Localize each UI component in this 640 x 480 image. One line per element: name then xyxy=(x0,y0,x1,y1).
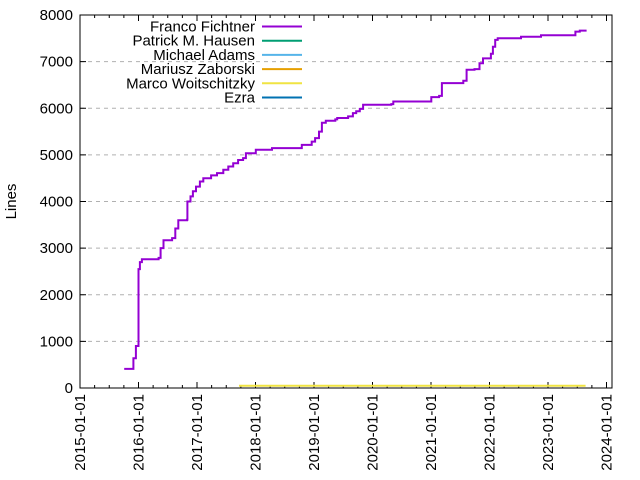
legend-label: Ezra xyxy=(224,90,256,107)
x-tick-label: 2020-01-01 xyxy=(365,394,382,471)
y-tick-label: 6000 xyxy=(40,100,73,117)
y-tick-label: 4000 xyxy=(40,194,73,211)
y-tick-label: 8000 xyxy=(40,7,73,24)
x-tick-label: 2015-01-01 xyxy=(72,394,89,471)
x-tick-label: 2023-01-01 xyxy=(540,394,557,471)
legend-label: Michael Adams xyxy=(153,47,255,64)
y-axis-label: Lines xyxy=(3,184,20,220)
legend-label: Mariusz Zaborski xyxy=(141,61,255,78)
legend-label: Patrick M. Hausen xyxy=(132,33,255,50)
x-tick-label: 2021-01-01 xyxy=(423,394,440,471)
x-tick-label: 2016-01-01 xyxy=(131,394,148,471)
series-franco-fichtner xyxy=(124,29,587,370)
x-tick-label: 2022-01-01 xyxy=(482,394,499,471)
x-tick-label: 2019-01-01 xyxy=(306,394,323,471)
y-tick-label: 0 xyxy=(65,380,73,397)
x-tick-label: 2018-01-01 xyxy=(248,394,265,471)
y-tick-label: 1000 xyxy=(40,333,73,350)
legend-label: Marco Woitschitzky xyxy=(126,75,255,92)
y-tick-label: 5000 xyxy=(40,147,73,164)
y-tick-label: 3000 xyxy=(40,240,73,257)
x-tick-label: 2024-01-01 xyxy=(599,394,616,471)
legend-label: Franco Fichtner xyxy=(150,19,255,36)
y-tick-label: 2000 xyxy=(40,287,73,304)
y-tick-label: 7000 xyxy=(40,54,73,71)
x-tick-label: 2017-01-01 xyxy=(189,394,206,471)
